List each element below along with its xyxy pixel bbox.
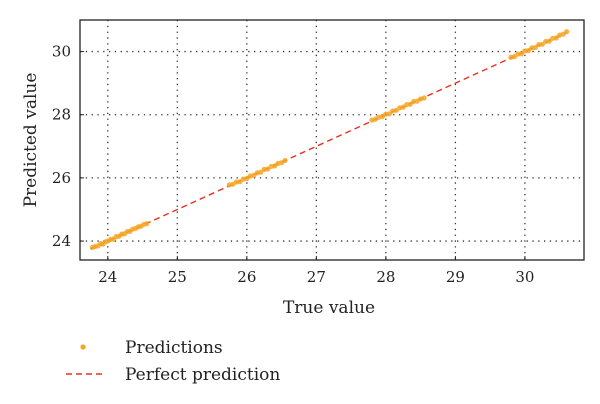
grid [80, 20, 584, 260]
x-axis-ticks: 24 25 26 27 28 29 30 [98, 256, 534, 286]
legend-label-predictions: Predictions [125, 338, 223, 358]
perfect-prediction-line [90, 31, 567, 250]
y-axis-ticks: 24 26 28 30 [52, 43, 84, 250]
legend-item-predictions: Predictions [80, 338, 223, 358]
x-tick-label: 30 [515, 268, 534, 286]
prediction-point [407, 101, 413, 107]
y-tick-label: 30 [52, 43, 71, 61]
prediction-point [518, 51, 525, 57]
x-tick-label: 28 [376, 268, 395, 286]
prediction-point [546, 38, 552, 44]
prediction-point [564, 29, 570, 35]
x-tick-label: 27 [307, 268, 326, 286]
x-tick-label: 29 [446, 268, 465, 286]
prediction-point [282, 157, 288, 164]
y-axis-label: Predicted value [21, 73, 41, 208]
y-tick-label: 24 [52, 232, 71, 250]
prediction-point [144, 221, 150, 227]
legend: Predictions Perfect prediction [66, 338, 280, 385]
prediction-points-layer [89, 29, 570, 250]
prediction-point [421, 95, 427, 101]
y-tick-label: 26 [52, 169, 71, 187]
legend-point-marker [80, 344, 86, 350]
prediction-point [532, 44, 538, 51]
x-axis-label: True value [283, 298, 375, 318]
perfect-prediction-line-layer [90, 31, 567, 250]
x-tick-label: 24 [98, 268, 117, 286]
prediction-point [258, 169, 264, 175]
prediction-point [553, 35, 559, 41]
x-tick-label: 26 [237, 268, 256, 286]
x-tick-label: 25 [168, 268, 187, 286]
prediction-point [539, 41, 545, 47]
legend-item-perfect-prediction: Perfect prediction [66, 365, 280, 385]
legend-label-perfect-prediction: Perfect prediction [125, 365, 280, 385]
y-tick-label: 28 [52, 106, 71, 124]
prediction-point [525, 48, 531, 54]
prediction-point [386, 111, 392, 117]
plot-frame [79, 19, 585, 261]
